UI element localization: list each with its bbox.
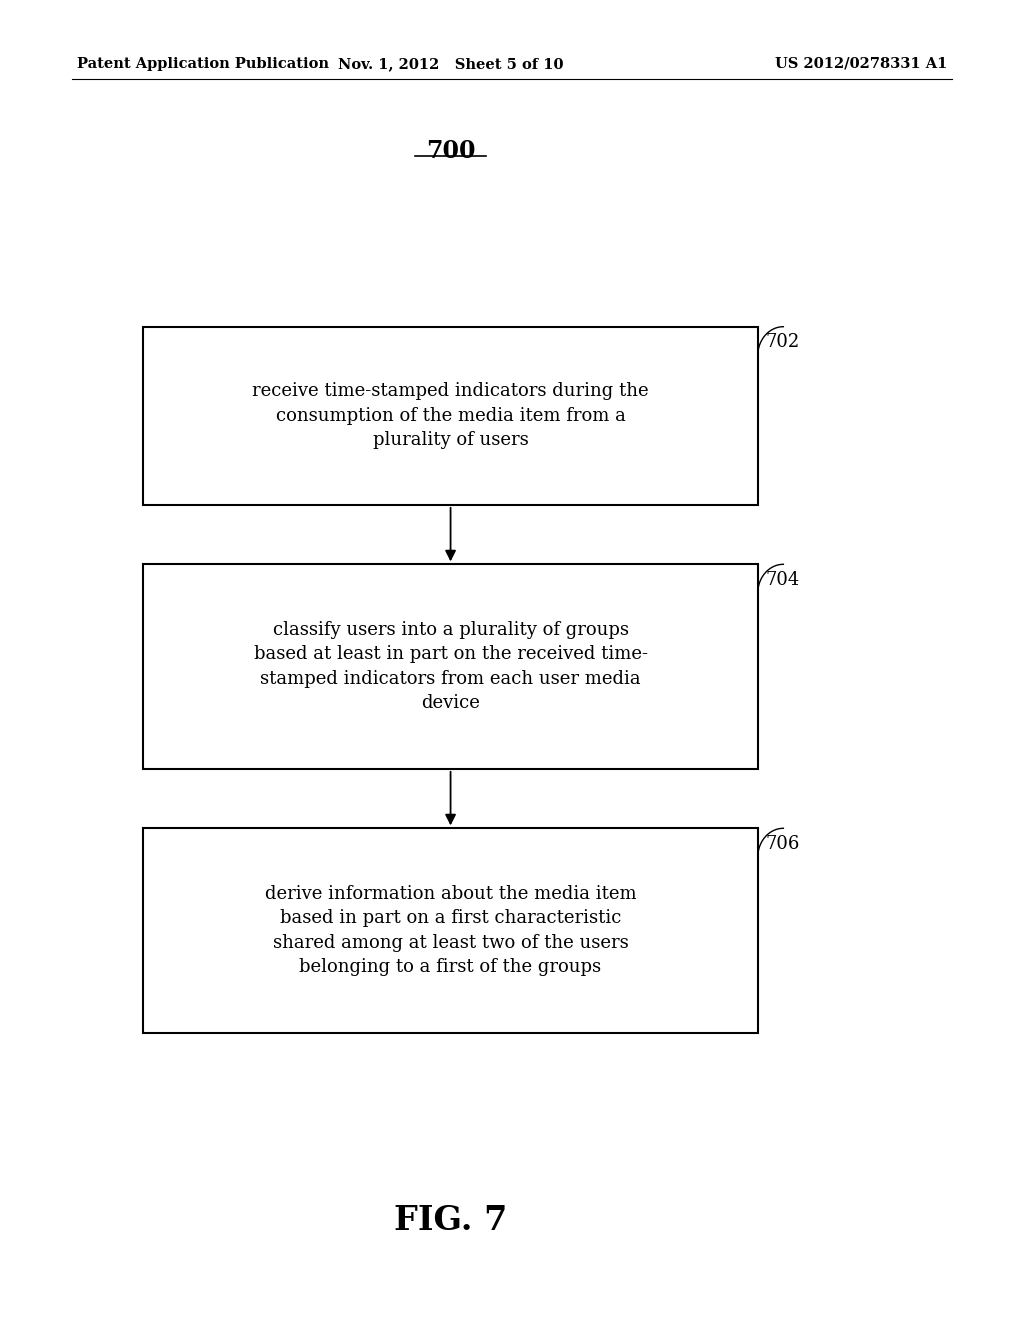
Text: FIG. 7: FIG. 7 [394, 1204, 507, 1238]
Text: 702: 702 [766, 333, 800, 351]
Text: 704: 704 [766, 570, 800, 589]
Bar [143, 829, 758, 1032]
Bar [143, 565, 758, 768]
Text: 700: 700 [426, 139, 475, 162]
Text: classify users into a plurality of groups
based at least in part on the received: classify users into a plurality of group… [254, 622, 647, 711]
Text: Patent Application Publication: Patent Application Publication [77, 57, 329, 71]
Text: US 2012/0278331 A1: US 2012/0278331 A1 [775, 57, 947, 71]
Text: 706: 706 [766, 836, 801, 853]
Text: derive information about the media item
based in part on a first characteristic
: derive information about the media item … [265, 886, 636, 975]
Bar [143, 326, 758, 504]
Text: receive time-stamped indicators during the
consumption of the media item from a
: receive time-stamped indicators during t… [252, 383, 649, 449]
Text: Nov. 1, 2012   Sheet 5 of 10: Nov. 1, 2012 Sheet 5 of 10 [338, 57, 563, 71]
